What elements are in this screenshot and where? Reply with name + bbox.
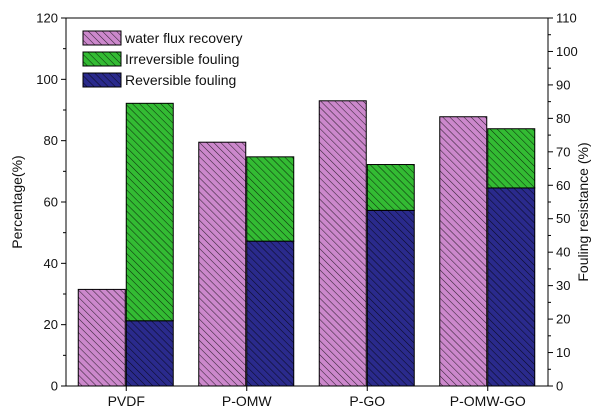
bar-reversible-fouling-1 [246,240,295,387]
legend-label-reversible-fouling: Reversible fouling [125,72,236,88]
bar-irreversible-fouling-3 [487,128,536,189]
y-tick-label: 120 [36,11,58,26]
y-tick-label: 80 [44,133,58,148]
y2-tick-label: 90 [556,77,570,92]
bar-water-flux-recovery-1 [198,141,247,387]
y2-tick-label: 50 [556,211,570,226]
y-tick-label: 40 [44,256,58,271]
legend: water flux recovery Irreversible fouling R… [82,30,242,88]
bar-irreversible-fouling-0 [125,102,174,322]
axes: PVDF P-OMW P-GO P-OMW-GO 0 20 40 60 80 100 120 0 10 2… [36,11,577,409]
bar-reversible-fouling-3 [487,187,536,387]
x-tick-label: PVDF [108,393,145,409]
y-tick-label: 20 [44,317,58,332]
y-tick-label: 0 [51,379,58,394]
bar-irreversible-fouling-1 [246,156,295,242]
legend-label-irreversible-fouling: Irreversible fouling [125,51,239,67]
y2-tick-label: 40 [556,245,570,260]
y2-tick-label: 80 [556,111,570,126]
y2-tick-label: 20 [556,312,570,327]
y2-tick-label: 30 [556,278,570,293]
bar-irreversible-fouling-2 [366,164,415,211]
y-tick-label: 60 [44,195,58,210]
legend-swatch-reversible-fouling [82,72,122,88]
y2-tick-label: 10 [556,345,570,360]
bar-water-flux-recovery-0 [77,288,126,387]
y2-tick-label: 70 [556,144,570,159]
y-axis-label: Percentage(%) [9,155,25,248]
y2-tick-label: 60 [556,178,570,193]
bar-water-flux-recovery-2 [318,100,367,387]
legend-swatch-water-flux-recovery [82,30,122,46]
x-tick-label: P-GO [349,393,385,409]
bar-reversible-fouling-2 [366,209,415,387]
y2-tick-label: 0 [556,379,563,394]
bars [77,100,536,387]
x-tick-label: P-OMW-GO [450,393,526,409]
legend-swatch-irreversible-fouling [82,51,122,67]
x-tick-label: P-OMW [222,393,273,409]
bar-reversible-fouling-0 [125,320,174,387]
y-tick-label: 100 [36,72,58,87]
y2-axis-label: Fouling resistance (%) [575,142,591,281]
y2-tick-label: 110 [556,11,577,26]
y2-tick-label: 100 [556,44,578,59]
legend-label-water-flux-recovery: water flux recovery [124,30,242,46]
bar-water-flux-recovery-3 [439,116,488,387]
